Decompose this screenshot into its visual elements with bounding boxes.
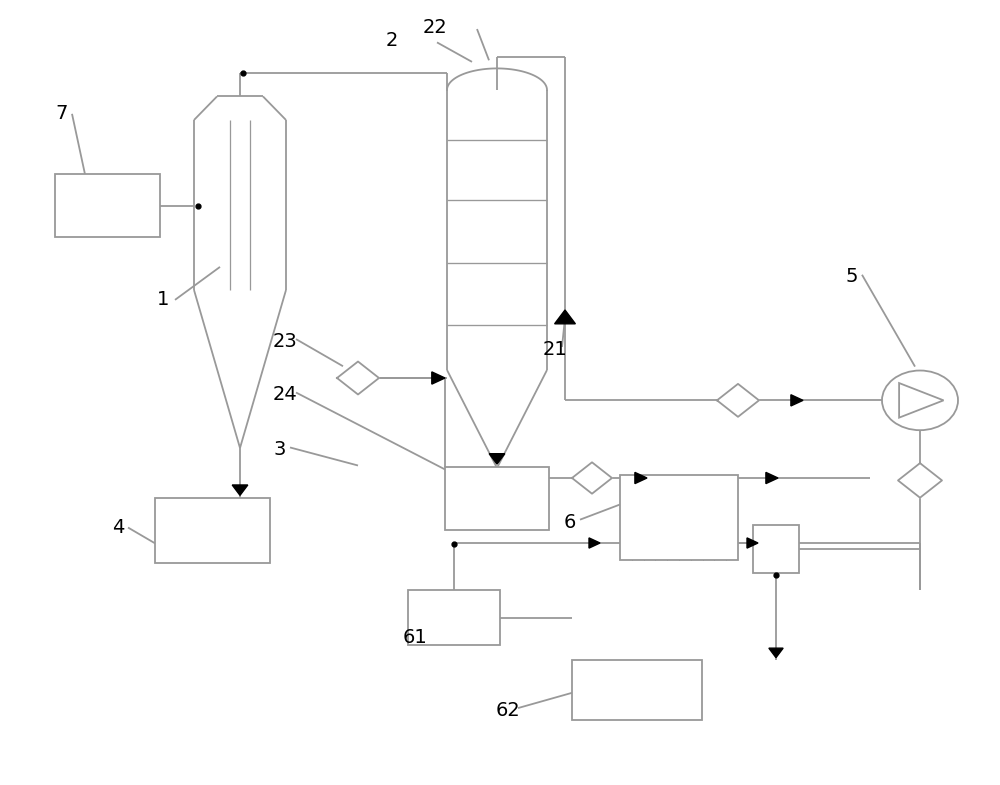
- Polygon shape: [766, 473, 778, 484]
- Text: 24: 24: [273, 385, 297, 403]
- Bar: [572, 660, 702, 720]
- Polygon shape: [898, 463, 942, 498]
- Bar: [620, 475, 738, 560]
- Polygon shape: [337, 362, 379, 395]
- Bar: [155, 498, 270, 563]
- Polygon shape: [489, 454, 505, 464]
- Bar: [753, 525, 799, 573]
- Polygon shape: [791, 395, 803, 406]
- Text: 1: 1: [157, 290, 169, 309]
- Circle shape: [882, 371, 958, 430]
- Text: 6: 6: [564, 513, 576, 531]
- Text: 21: 21: [543, 340, 567, 359]
- Polygon shape: [717, 384, 759, 417]
- Bar: [55, 174, 160, 237]
- Polygon shape: [572, 462, 612, 494]
- Text: 7: 7: [56, 104, 68, 123]
- Polygon shape: [555, 310, 575, 324]
- Bar: [445, 467, 549, 530]
- Polygon shape: [769, 648, 783, 658]
- Text: 61: 61: [403, 628, 427, 647]
- Polygon shape: [589, 538, 600, 548]
- Polygon shape: [432, 372, 445, 384]
- Bar: [408, 590, 500, 645]
- Text: 22: 22: [423, 18, 447, 37]
- Polygon shape: [635, 473, 647, 484]
- Text: 23: 23: [273, 332, 297, 351]
- Text: 3: 3: [274, 440, 286, 458]
- Polygon shape: [899, 383, 944, 418]
- Text: 5: 5: [846, 267, 858, 286]
- Polygon shape: [747, 538, 758, 548]
- Text: 2: 2: [386, 31, 398, 50]
- Text: 62: 62: [496, 701, 520, 720]
- Text: 4: 4: [112, 518, 124, 537]
- Polygon shape: [232, 485, 248, 495]
